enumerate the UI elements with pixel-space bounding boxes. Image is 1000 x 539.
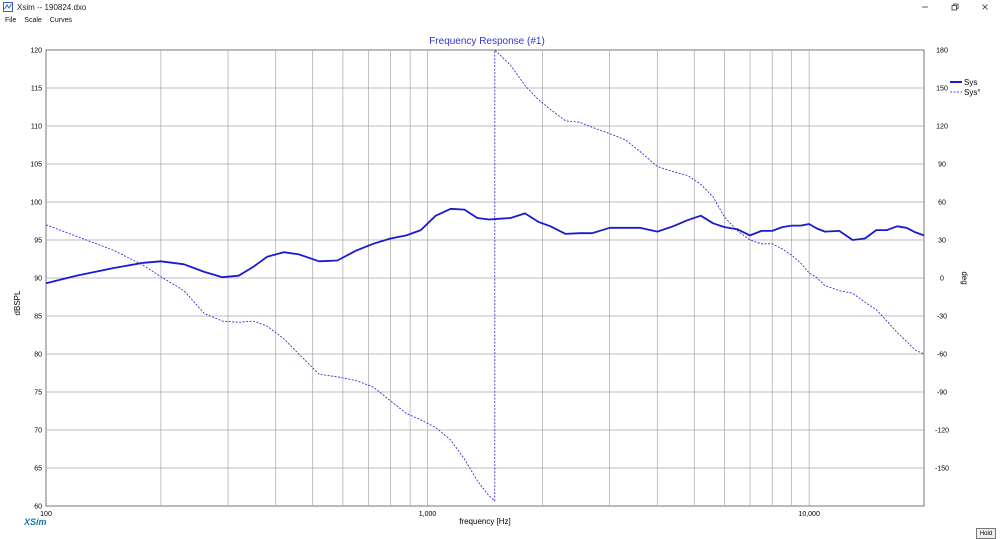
y-tick-label: 115 bbox=[31, 86, 42, 93]
hold-button[interactable]: Hold bbox=[976, 528, 996, 539]
y-right-tick-label: 150 bbox=[936, 86, 948, 93]
app-icon bbox=[3, 2, 13, 12]
close-icon bbox=[982, 4, 988, 10]
y-right-tick-label: -30 bbox=[937, 314, 947, 321]
menu-file[interactable]: File bbox=[5, 16, 17, 24]
y-tick-label: 85 bbox=[34, 314, 42, 321]
restore-button[interactable] bbox=[940, 0, 970, 14]
y-tick-label: 75 bbox=[34, 390, 42, 397]
menu-scale[interactable]: Scale bbox=[24, 16, 42, 24]
y-right-tick-label: -150 bbox=[935, 466, 949, 473]
y-tick-label: 70 bbox=[34, 428, 42, 435]
window-controls bbox=[910, 0, 1000, 14]
y-right-tick-label: 180 bbox=[936, 48, 948, 55]
y-tick-label: 60 bbox=[34, 504, 42, 511]
y-right-tick-label: -60 bbox=[937, 352, 947, 359]
y-tick-label: 80 bbox=[34, 352, 42, 359]
y-right-axis-label: deg bbox=[960, 271, 969, 284]
y-tick-labels: 60 65 70 75 80 85 90 95 100 105 110 115 120 bbox=[30, 48, 42, 511]
minimize-icon bbox=[922, 6, 928, 8]
title-bar: Xsim -- 190824.dxo bbox=[0, 0, 1000, 14]
series-line-sys-phase bbox=[45, 49, 925, 502]
y-tick-label: 105 bbox=[30, 162, 42, 169]
x-tick-label: 100 bbox=[40, 511, 52, 518]
y-right-tick-label: 90 bbox=[938, 162, 946, 169]
window-title: Xsim -- 190824.dxo bbox=[17, 2, 87, 12]
grid-lines bbox=[46, 50, 924, 506]
x-tick-labels: 100 1,000 10,000 bbox=[40, 511, 820, 518]
y-axis-label: dBSPL bbox=[13, 290, 22, 315]
y-tick-label: 95 bbox=[34, 238, 42, 245]
close-button[interactable] bbox=[970, 0, 1000, 14]
minimize-button[interactable] bbox=[910, 0, 940, 14]
y-tick-label: 120 bbox=[30, 48, 42, 55]
brand-logo: XSim bbox=[24, 517, 47, 527]
status-bar: Hold bbox=[0, 527, 1000, 539]
y-tick-label: 100 bbox=[30, 200, 42, 207]
x-tick-label: 10,000 bbox=[798, 511, 820, 518]
y-right-tick-label: 60 bbox=[938, 200, 946, 207]
y-right-tick-label: -90 bbox=[937, 390, 947, 397]
x-axis-label: frequency [Hz] bbox=[459, 517, 511, 526]
x-tick-label: 1,000 bbox=[419, 511, 437, 518]
legend: Sys Sys° bbox=[950, 78, 981, 97]
menu-curves[interactable]: Curves bbox=[49, 16, 72, 24]
y-tick-label: 65 bbox=[34, 466, 42, 473]
y-right-tick-label: -120 bbox=[935, 428, 949, 435]
series-layer bbox=[45, 49, 925, 502]
y-right-tick-label: 30 bbox=[938, 238, 946, 245]
chart-title: Frequency Response (#1) bbox=[429, 36, 545, 47]
chart-area[interactable]: Frequency Response (#1) 60 65 70 75 80 85 90 95… bbox=[0, 26, 1000, 526]
y-right-tick-labels: -150 -120 -90 -60 -30 0 30 60 90 120 150 180 bbox=[935, 48, 949, 473]
y-right-tick-label: 120 bbox=[936, 124, 948, 131]
legend-label-sys-phase: Sys° bbox=[964, 88, 981, 97]
legend-label-sys: Sys bbox=[964, 78, 977, 87]
frequency-response-chart[interactable]: Frequency Response (#1) 60 65 70 75 80 85 90 95… bbox=[0, 26, 1000, 526]
y-tick-label: 110 bbox=[31, 124, 42, 131]
y-right-tick-label: 0 bbox=[940, 276, 944, 283]
series-line-sys bbox=[45, 207, 925, 285]
menu-bar: File Scale Curves bbox=[0, 14, 1000, 26]
y-tick-label: 90 bbox=[34, 276, 42, 283]
restore-icon bbox=[951, 3, 959, 11]
